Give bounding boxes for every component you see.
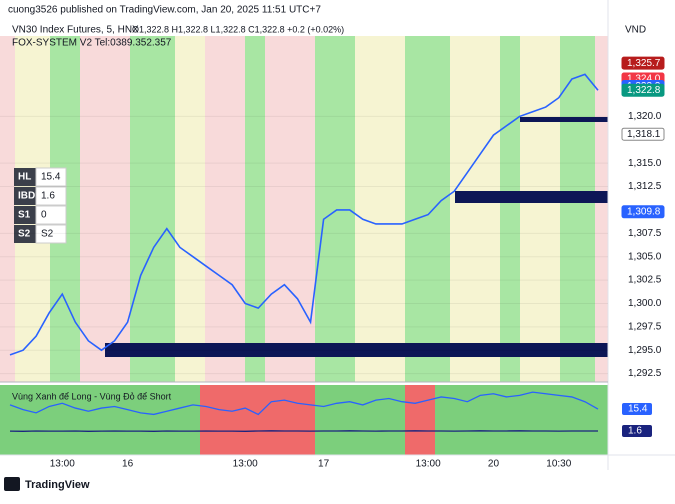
- hud-value: 0: [41, 210, 47, 221]
- indicator-name: FOX-SYSTEM V2 Tel:0389.352.357: [12, 38, 172, 49]
- hud-key: IBD: [18, 191, 35, 202]
- x-tick-label: 13:00: [50, 459, 75, 470]
- hud-value: 1.6: [41, 191, 55, 202]
- y-tick-label: 1,315.0: [628, 158, 662, 169]
- price-tag-label: 1,322.8: [627, 85, 661, 96]
- indicator-title: Vùng Xanh để Long - Vùng Đỏ để Short: [12, 391, 172, 401]
- hud-key: HL: [18, 172, 31, 183]
- symbol: VN30 Index Futures, 5, HNX: [12, 25, 139, 36]
- resistance-zone: [520, 117, 608, 122]
- logo: [4, 477, 20, 491]
- hud-key: S1: [18, 210, 31, 221]
- value-tag-label: 1.6: [628, 426, 642, 437]
- publisher: cuong3526 published on TradingView.com, …: [8, 5, 321, 16]
- hud-key: S2: [18, 229, 31, 240]
- x-tick-label: 13:00: [416, 459, 441, 470]
- resistance-zone: [455, 191, 608, 203]
- y-tick-label: 1,307.5: [628, 228, 662, 239]
- y-tick-label: 1,297.5: [628, 321, 662, 332]
- x-tick-label: 17: [318, 459, 330, 470]
- hud-value: S2: [41, 229, 54, 240]
- ohlc: O1,322.8 H1,322.8 L1,322.8 C1,322.8 +0.2…: [132, 24, 344, 34]
- y-tick-label: 1,312.5: [628, 181, 662, 192]
- hud-value: 15.4: [41, 172, 61, 183]
- y-tick-label: 1,320.0: [628, 111, 662, 122]
- price-tag-label: 1,318.1: [627, 129, 661, 140]
- x-tick-label: 13:00: [233, 459, 258, 470]
- x-tick-label: 10:30: [546, 459, 571, 470]
- y-tick-label: 1,302.5: [628, 275, 662, 286]
- y-tick-label: 1,295.0: [628, 345, 662, 356]
- price-tag-label: 1,309.8: [627, 206, 661, 217]
- y-tick-label: 1,292.5: [628, 368, 662, 379]
- value-tag-label: 15.4: [628, 404, 648, 415]
- session-bands: [0, 36, 608, 382]
- x-tick-label: 20: [488, 459, 500, 470]
- footer: TradingView: [25, 479, 90, 491]
- y-tick-label: 1,305.0: [628, 251, 662, 262]
- price-tag-label: 1,325.7: [627, 58, 661, 69]
- currency: VND: [625, 25, 646, 36]
- y-tick-label: 1,300.0: [628, 298, 662, 309]
- x-tick-label: 16: [122, 459, 134, 470]
